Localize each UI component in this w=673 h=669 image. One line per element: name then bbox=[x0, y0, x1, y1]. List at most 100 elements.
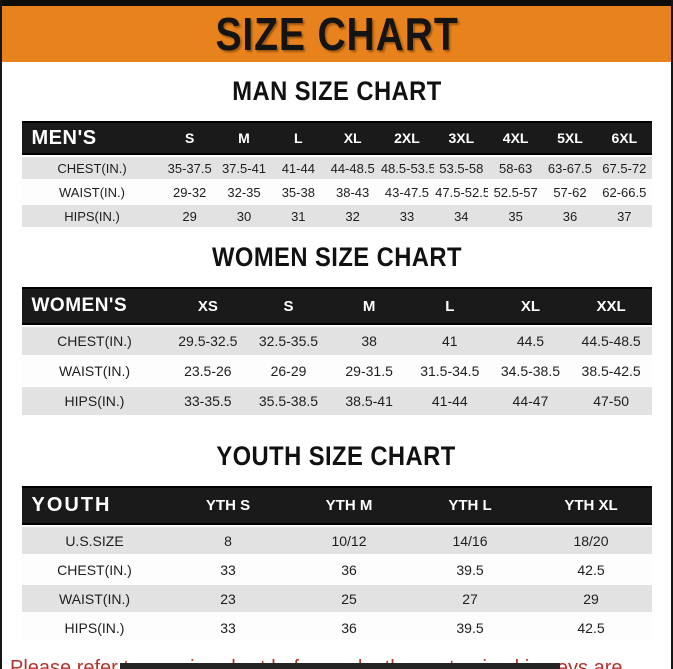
value-cell: 38 bbox=[328, 327, 410, 355]
table-header-row: WOMEN'S XS S M L XL XXL bbox=[21, 287, 652, 325]
table-row: U.S.SIZE 8 10/12 14/16 18/20 bbox=[21, 527, 652, 554]
bottom-bar bbox=[120, 663, 560, 669]
header-cell: 6XL bbox=[597, 121, 652, 155]
table-row: HIPS(IN.) 33-35.5 35.5-38.5 38.5-41 41-44 44-… bbox=[21, 387, 652, 415]
row-label: HIPS(IN.) bbox=[21, 387, 168, 415]
value-cell: 67.5-72 bbox=[597, 157, 652, 179]
value-cell: 29 bbox=[162, 205, 217, 227]
table-row: WAIST(IN.) 29-32 32-35 35-38 38-43 43-47.5 47.… bbox=[21, 181, 652, 203]
header-cell: L bbox=[409, 287, 491, 325]
value-cell: 38.5-41 bbox=[328, 387, 410, 415]
value-cell: 53.5-58 bbox=[434, 157, 489, 179]
header-cell: S bbox=[248, 287, 329, 325]
value-cell: 31 bbox=[271, 205, 326, 227]
header-cell: XL bbox=[325, 121, 380, 155]
value-cell: 18/20 bbox=[530, 527, 652, 554]
page-title: SIZE CHART bbox=[214, 8, 459, 60]
value-cell: 42.5 bbox=[530, 556, 652, 583]
header-cell: XL bbox=[490, 287, 571, 325]
value-cell: 32.5-35.5 bbox=[248, 327, 329, 355]
value-cell: 44.5-48.5 bbox=[570, 327, 652, 355]
men-section-title: MAN SIZE CHART bbox=[2, 76, 671, 106]
value-cell: 62-66.5 bbox=[597, 181, 652, 203]
row-label: WAIST(IN.) bbox=[21, 585, 168, 612]
women-section-title: WOMEN SIZE CHART bbox=[2, 242, 671, 272]
header-cell: M bbox=[328, 287, 410, 325]
value-cell: 48.5-53.5 bbox=[379, 157, 435, 179]
value-cell: 25 bbox=[288, 585, 410, 612]
table-header-row: YOUTH YTH S YTH M YTH L YTH XL bbox=[21, 486, 652, 525]
header-cell: M bbox=[216, 121, 272, 155]
header-cell: YTH S bbox=[167, 486, 289, 525]
row-label: HIPS(IN.) bbox=[21, 614, 168, 641]
row-label: CHEST(IN.) bbox=[21, 157, 163, 179]
table-row: WAIST(IN.) 23.5-26 26-29 29-31.5 31.5-34.5 34… bbox=[21, 357, 652, 385]
value-cell: 63-67.5 bbox=[542, 157, 598, 179]
size-table: MEN'S S M L XL 2XL 3XL 4XL 5XL 6XL CHEST(IN.) 35-37… bbox=[21, 119, 652, 229]
header-cell: L bbox=[271, 121, 326, 155]
value-cell: 35 bbox=[488, 205, 543, 227]
size-table: WOMEN'S XS S M L XL XXL CHEST(IN.) 29.5-32.5 32.5… bbox=[21, 285, 652, 417]
value-cell: 52.5-57 bbox=[488, 181, 543, 203]
value-cell: 35-38 bbox=[271, 181, 326, 203]
men-size-table: MEN'S S M L XL 2XL 3XL 4XL 5XL 6XL CHEST(IN.) 35-37… bbox=[21, 119, 652, 229]
header-cell: YOUTH bbox=[21, 486, 168, 525]
value-cell: 26-29 bbox=[248, 357, 329, 385]
header-cell: YTH XL bbox=[530, 486, 652, 525]
value-cell: 35-37.5 bbox=[162, 157, 217, 179]
value-cell: 44-48.5 bbox=[325, 157, 380, 179]
table-header-row: MEN'S S M L XL 2XL 3XL 4XL 5XL 6XL bbox=[21, 121, 652, 155]
row-label: CHEST(IN.) bbox=[21, 556, 168, 583]
value-cell: 33 bbox=[167, 614, 289, 641]
row-label: U.S.SIZE bbox=[21, 527, 168, 554]
value-cell: 32 bbox=[325, 205, 380, 227]
value-cell: 36 bbox=[288, 556, 410, 583]
header-cell: 4XL bbox=[488, 121, 543, 155]
value-cell: 35.5-38.5 bbox=[248, 387, 329, 415]
value-cell: 39.5 bbox=[409, 556, 531, 583]
value-cell: 30 bbox=[216, 205, 272, 227]
value-cell: 8 bbox=[167, 527, 289, 554]
header-cell: YTH M bbox=[288, 486, 410, 525]
value-cell: 37 bbox=[597, 205, 652, 227]
value-cell: 44.5 bbox=[490, 327, 571, 355]
value-cell: 47-50 bbox=[570, 387, 652, 415]
youth-section-title-text: YOUTH SIZE CHART bbox=[216, 441, 457, 471]
row-label: WAIST(IN.) bbox=[21, 357, 168, 385]
value-cell: 10/12 bbox=[288, 527, 410, 554]
value-cell: 57-62 bbox=[542, 181, 598, 203]
value-cell: 37.5-41 bbox=[216, 157, 272, 179]
value-cell: 33-35.5 bbox=[167, 387, 249, 415]
value-cell: 33 bbox=[167, 556, 289, 583]
header-cell: 3XL bbox=[434, 121, 489, 155]
men-section-title-text: MAN SIZE CHART bbox=[231, 76, 442, 106]
value-cell: 41 bbox=[409, 327, 491, 355]
value-cell: 34.5-38.5 bbox=[490, 357, 571, 385]
value-cell: 38.5-42.5 bbox=[570, 357, 652, 385]
value-cell: 41-44 bbox=[271, 157, 326, 179]
header-cell: MEN'S bbox=[21, 121, 163, 155]
value-cell: 29.5-32.5 bbox=[167, 327, 249, 355]
value-cell: 39.5 bbox=[409, 614, 531, 641]
header-cell: S bbox=[162, 121, 217, 155]
value-cell: 29-32 bbox=[162, 181, 217, 203]
header-cell: XXL bbox=[570, 287, 652, 325]
value-cell: 42.5 bbox=[530, 614, 652, 641]
table-row: CHEST(IN.) 29.5-32.5 32.5-35.5 38 41 44.5 44.5… bbox=[21, 327, 652, 355]
value-cell: 33 bbox=[379, 205, 435, 227]
value-cell: 23 bbox=[167, 585, 289, 612]
table-row: HIPS(IN.) 33 36 39.5 42.5 bbox=[21, 614, 652, 641]
table-row: CHEST(IN.) 35-37.5 37.5-41 41-44 44-48.5 48.5… bbox=[21, 157, 652, 179]
row-label: CHEST(IN.) bbox=[21, 327, 168, 355]
youth-size-table: YOUTH YTH S YTH M YTH L YTH XL U.S.SIZE 8 10/12… bbox=[21, 484, 652, 643]
women-size-table: WOMEN'S XS S M L XL XXL CHEST(IN.) 29.5-32.5 32.5… bbox=[21, 285, 652, 417]
value-cell: 47.5-52.5 bbox=[434, 181, 489, 203]
size-table: YOUTH YTH S YTH M YTH L YTH XL U.S.SIZE 8 10/12… bbox=[21, 484, 652, 643]
value-cell: 32-35 bbox=[216, 181, 272, 203]
title-banner: SIZE CHART bbox=[2, 6, 671, 62]
header-cell: 2XL bbox=[379, 121, 435, 155]
value-cell: 38-43 bbox=[325, 181, 380, 203]
value-cell: 43-47.5 bbox=[379, 181, 435, 203]
youth-section-title: YOUTH SIZE CHART bbox=[2, 441, 671, 471]
